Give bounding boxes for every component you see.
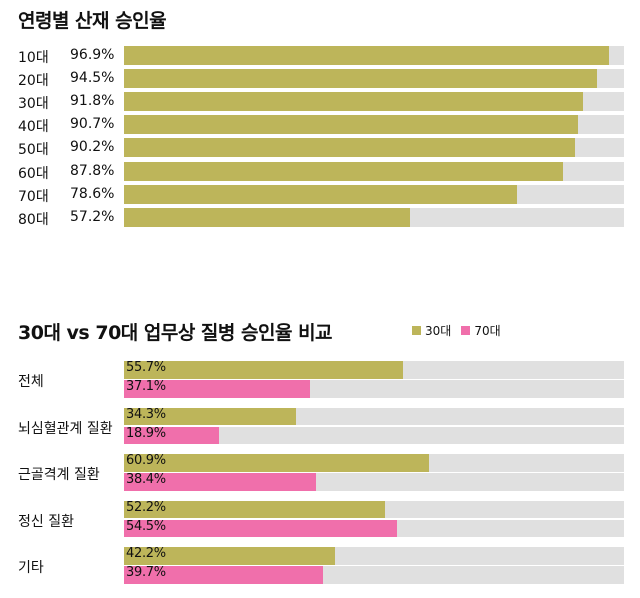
value-label: 38.4% [126,472,166,488]
bar-track [124,115,624,135]
bar-70s [124,380,310,398]
bar-track [124,46,624,65]
bar [124,69,597,89]
category-label: 50대 [18,142,49,159]
category-label: 20대 [18,73,49,90]
category-label: 10대 [18,50,49,66]
legend-swatch-30s [412,326,421,335]
bar-30s [124,361,403,379]
value-label: 90.7% [70,116,115,133]
category-label: 60대 [18,165,49,182]
value-label: 55.7% [126,360,166,375]
chart1-title: 연령별 산재 승인율 [18,10,167,32]
value-label: 54.5% [126,518,166,534]
bar-70s [124,566,323,584]
value-label: 42.2% [126,546,166,562]
category-label: 80대 [18,211,49,228]
chart2-title: 30대 vs 70대 업무상 질병 승인율 비교 [18,322,333,344]
bar-30s [124,500,385,519]
bar-30s [124,454,429,472]
bar-track [124,92,624,112]
bar-30s [124,407,296,426]
category-label: 전체 [18,374,44,390]
category-label: 근골격계 질환 [18,467,100,484]
bar-70s [124,519,397,538]
legend-label-70s: 70대 [474,324,501,338]
value-label: 34.3% [126,406,166,422]
bar-70s [124,473,316,491]
bar [124,46,609,65]
chart2-legend: 30대 70대 [412,322,511,339]
bar-track [124,69,624,89]
bar-track [124,473,624,491]
value-label: 91.8% [70,93,115,110]
category-label: 70대 [18,188,49,205]
bar [124,184,517,204]
category-label: 30대 [18,96,49,113]
legend-item-70s: 70대 [461,322,501,339]
bar-track [124,361,624,379]
bar-track [124,566,624,584]
bar-track [124,138,624,158]
category-label: 뇌심혈관계 질환 [18,420,113,437]
bar [124,92,583,112]
value-label: 94.5% [70,70,115,87]
value-label: 57.2% [70,208,115,225]
bar-track [124,380,624,398]
bar [124,115,578,135]
value-label: 18.9% [126,425,166,441]
category-label: 정신 질환 [18,513,74,530]
bar-track [124,426,624,445]
value-label: 37.1% [126,379,166,394]
legend-item-30s: 30대 [412,322,451,339]
value-label: 39.7% [126,565,166,581]
bar-70s [124,426,219,445]
value-label: 78.6% [70,185,115,202]
bar [124,161,563,181]
bar-track [124,407,624,426]
value-label: 60.9% [126,453,166,469]
bar-track [124,547,624,565]
category-label: 기타 [18,560,44,577]
category-label: 40대 [18,119,49,136]
bar-track [124,519,624,538]
bar-track [124,184,624,204]
value-label: 87.8% [70,162,115,179]
value-label: 96.9% [70,47,115,63]
bar-track [124,207,624,227]
value-label: 52.2% [126,499,166,515]
value-label: 90.2% [70,139,115,156]
bar-30s [124,547,335,565]
legend-label-30s: 30대 [425,324,452,338]
bar-track [124,454,624,472]
bar-track [124,161,624,181]
bar-track [124,500,624,519]
legend-swatch-70s [461,326,471,335]
bar [124,138,575,158]
bar [124,207,410,227]
